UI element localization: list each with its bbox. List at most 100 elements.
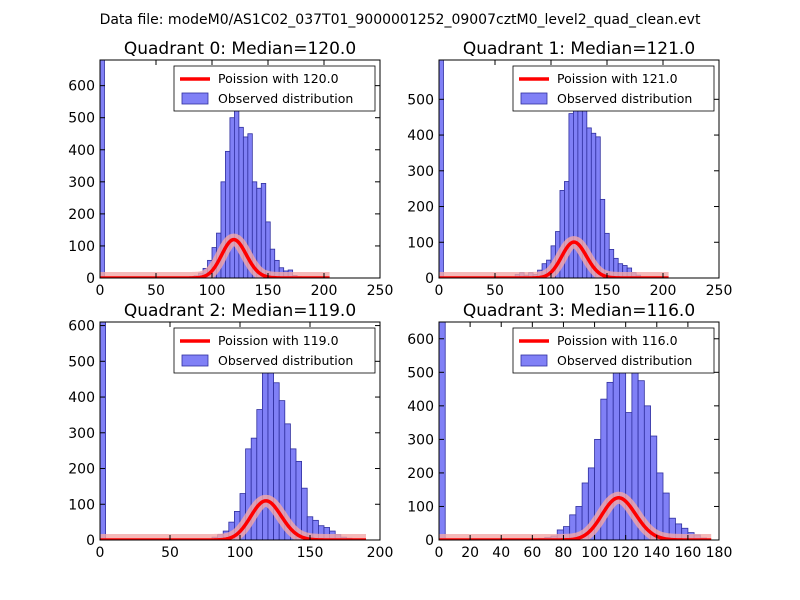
legend-bar-swatch [181, 92, 209, 105]
x-tick-label: 150 [297, 545, 324, 561]
y-tick-label: 300 [407, 164, 434, 180]
x-tick-label: 250 [706, 283, 733, 299]
legend-label-observed: Observed distribution [218, 91, 353, 106]
y-tick-label: 100 [407, 499, 434, 515]
x-tick-label: 50 [486, 283, 504, 299]
legend-label-observed: Observed distribution [557, 353, 692, 368]
histogram-bar [301, 487, 308, 540]
plot-area [439, 322, 716, 540]
y-tick-label: 500 [407, 365, 434, 381]
x-tick-label: 150 [255, 283, 282, 299]
legend-label-poisson: Poission with 120.0 [218, 71, 339, 86]
x-tick-label: 100 [538, 283, 565, 299]
histogram-bar [564, 181, 570, 278]
x-tick-label: 200 [367, 545, 394, 561]
histogram-bar [625, 412, 633, 540]
y-tick-label: 400 [68, 143, 95, 159]
y-tick-label: 200 [407, 200, 434, 216]
axes-frame [438, 321, 720, 541]
panel-title: Quadrant 3: Median=116.0 [463, 301, 695, 321]
poisson-curve [439, 240, 670, 278]
x-tick-label: 40 [492, 545, 510, 561]
x-tick-label: 0 [435, 545, 444, 561]
y-tick-label: 500 [68, 354, 95, 370]
subplot-quadrant-0: Quadrant 0: Median=120.0 0 50 100 150 200 250 0… [68, 39, 393, 299]
subplot-quadrant-3: Quadrant 3: Median=116.00 20 40 60 80 100 120 1… [407, 301, 732, 561]
legend-bar-swatch [520, 354, 548, 367]
legend-label-observed: Observed distribution [557, 91, 692, 106]
y-tick-label: 400 [68, 390, 95, 406]
x-tick-label: 0 [96, 283, 105, 299]
x-tick-label: 250 [367, 283, 394, 299]
legend-label-poisson: Poission with 121.0 [557, 71, 678, 86]
x-tick-label: 20 [461, 545, 479, 561]
legend: Poission with 121.0 Observed distribution [512, 65, 715, 112]
legend-bar-swatch [520, 92, 548, 105]
x-tick-label: 180 [706, 545, 733, 561]
y-tick-label: 300 [68, 426, 95, 442]
y-tick-label: 200 [68, 462, 95, 478]
x-tick-label: 100 [581, 545, 608, 561]
legend: Poission with 119.0 Observed distribution [173, 327, 376, 374]
x-tick-label: 140 [643, 545, 670, 561]
y-tick-label: 0 [425, 271, 434, 287]
legend: Poission with 116.0 Observed distribution [512, 327, 715, 374]
plot-area [100, 322, 371, 540]
y-tick-label: 300 [407, 432, 434, 448]
x-tick-label: 50 [161, 545, 179, 561]
histogram-bar [260, 183, 267, 278]
histogram-bar [656, 472, 664, 540]
x-tick-label: 60 [523, 545, 541, 561]
axes-frame [438, 59, 720, 279]
histogram-bar-zero [439, 322, 446, 540]
x-tick-label: 100 [199, 283, 226, 299]
subplot-grid: Quadrant 0: Median=120.00 50 100 150 200 2500… [68, 39, 732, 561]
y-tick-label: 400 [407, 128, 434, 144]
histogram-bar [599, 198, 606, 278]
x-tick-label: 0 [96, 545, 105, 561]
histogram-bar-zero [100, 60, 105, 278]
panel-title: Quadrant 2: Median=119.0 [124, 301, 356, 321]
y-tick-label: 100 [68, 497, 95, 513]
y-tick-label: 600 [68, 319, 95, 335]
legend-label-poisson: Poission with 116.0 [557, 333, 678, 348]
y-tick-label: 0 [86, 271, 95, 287]
histogram-bar [595, 136, 601, 278]
x-tick-label: 200 [650, 283, 677, 299]
x-tick-label: 200 [311, 283, 338, 299]
y-tick-label: 300 [68, 175, 95, 191]
x-tick-label: 80 [555, 545, 573, 561]
histogram-bar [650, 435, 658, 540]
y-tick-label: 100 [407, 235, 434, 251]
figure-suptitle: Data file: modeM0/AS1C02_037T01_90000012… [100, 12, 701, 28]
x-tick-label: 0 [435, 283, 444, 299]
histogram-bar [229, 117, 235, 278]
y-tick-label: 400 [407, 399, 434, 415]
panel-title: Quadrant 0: Median=120.0 [124, 39, 356, 59]
y-tick-label: 500 [407, 92, 434, 108]
x-tick-label: 100 [227, 545, 254, 561]
y-tick-label: 100 [68, 239, 95, 255]
panel-title: Quadrant 1: Median=121.0 [463, 39, 695, 59]
plot-area [100, 60, 335, 278]
legend-bar-swatch [181, 354, 209, 367]
poisson-curve [439, 496, 712, 540]
poisson-curve-shadow [100, 494, 371, 540]
y-tick-label: 200 [407, 466, 434, 482]
legend: Poission with 120.0 Observed distribution [173, 65, 376, 112]
histogram-bar [265, 221, 271, 278]
y-tick-label: 0 [86, 533, 95, 549]
poisson-curve-shadow [100, 233, 335, 278]
subplot-quadrant-2: Quadrant 2: Median=119.0 0 50 100 150 200 0 100… [68, 301, 393, 561]
y-tick-label: 0 [425, 533, 434, 549]
subplot-quadrant-1: Quadrant 1: Median=121.0 0 50 100 150 200 250 0… [407, 39, 732, 299]
x-tick-label: 150 [594, 283, 621, 299]
y-tick-label: 200 [68, 207, 95, 223]
y-tick-label: 600 [68, 79, 95, 95]
axes-frame [99, 59, 381, 279]
histogram-bar-zero [100, 322, 106, 540]
legend-label-observed: Observed distribution [218, 353, 353, 368]
plot-area [439, 60, 674, 278]
histogram-bar [261, 364, 269, 540]
